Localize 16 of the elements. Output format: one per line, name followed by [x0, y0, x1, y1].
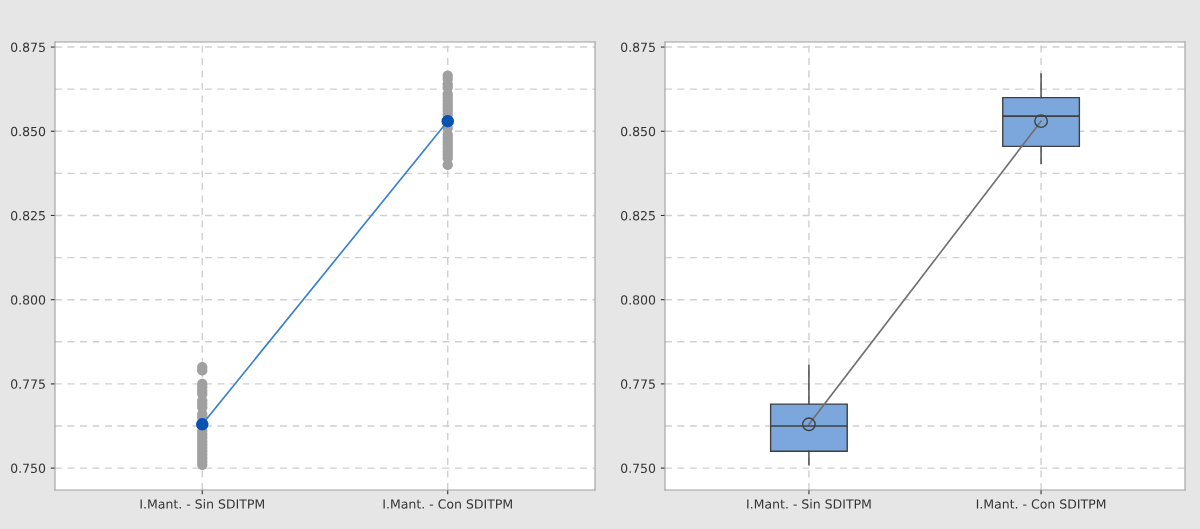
y-tick-label: 0.775: [11, 379, 45, 389]
y-tick-label: 0.825: [11, 210, 45, 221]
y-tick-label: 0.750: [621, 463, 656, 474]
y-tick-label: 0.800: [11, 295, 46, 305]
y-tick-label: 0.775: [621, 379, 655, 389]
y-tick-label: 0.850: [621, 126, 656, 137]
y-tick-label: 0.875: [11, 42, 45, 52]
y-tick-label: 0.850: [11, 126, 46, 137]
y-tick-label: 0.800: [621, 295, 656, 305]
y-tick-label: 0.825: [621, 210, 655, 221]
x-tick-label: I.Mant. - Sin SDITPM: [747, 499, 871, 509]
y-tick-label: 0.875: [621, 42, 655, 52]
x-tick-label: I.Mant. - Sin SDITPM: [140, 499, 264, 509]
x-tick-label: I.Mant. - Con SDITPM: [383, 499, 512, 509]
x-tick-label: I.Mant. - Con SDITPM: [976, 499, 1106, 509]
y-tick-label: 0.750: [11, 463, 46, 474]
